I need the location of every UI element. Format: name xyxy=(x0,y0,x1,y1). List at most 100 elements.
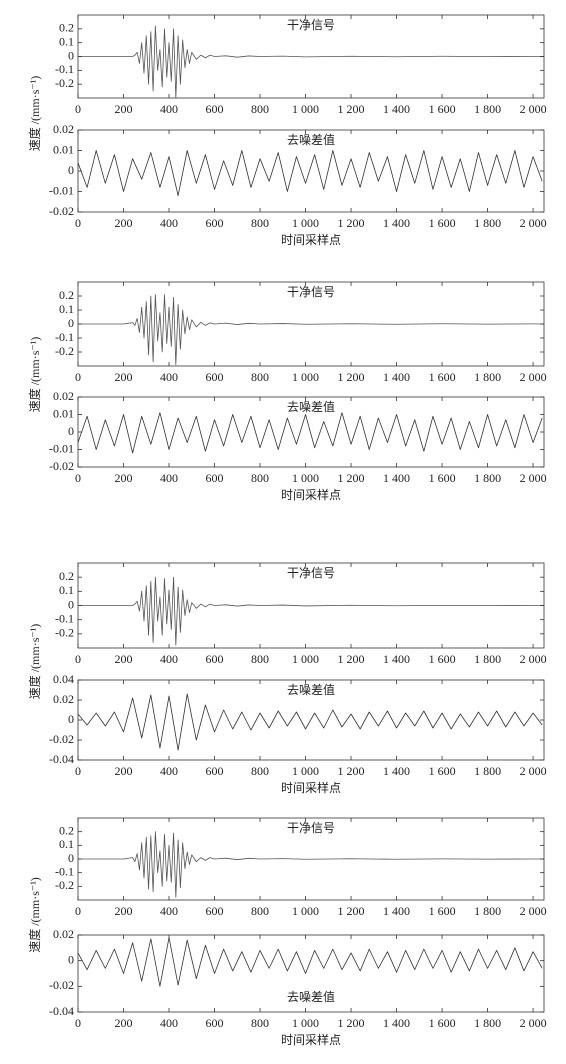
x-tick-label: 1 600 xyxy=(429,652,456,666)
subplot-title: 去噪差值 xyxy=(287,399,335,414)
y-tick-label: 0.1 xyxy=(59,34,74,48)
y-tick-label: -0.02 xyxy=(49,204,74,218)
y-tick-label: 0.01 xyxy=(53,142,74,156)
y-tick-label: 0 xyxy=(68,712,74,726)
y-tick-label: 0 xyxy=(68,163,74,177)
x-tick-label: 1 000 xyxy=(292,764,319,778)
y-axis-label: 速度 /(mm·s⁻¹) xyxy=(27,76,42,152)
y-tick-label: -0.02 xyxy=(49,978,74,992)
y-tick-label: 0.02 xyxy=(53,389,74,403)
x-tick-label: 1 200 xyxy=(338,471,365,485)
y-tick-label: 0 xyxy=(68,952,74,966)
x-tick-label: 1 600 xyxy=(429,216,456,230)
x-tick-label: 2 000 xyxy=(520,1016,547,1030)
x-tick-label: 0 xyxy=(75,904,81,918)
subplot-title: 去噪差值 xyxy=(287,989,335,1004)
subplot-title: 干净信号 xyxy=(287,18,335,32)
y-tick-label: 0.1 xyxy=(59,583,74,597)
x-tick-label: 1 000 xyxy=(292,652,319,666)
x-tick-label: 1 600 xyxy=(429,370,456,384)
subplot-title: 去噪差值 xyxy=(287,682,335,697)
x-tick-label: 600 xyxy=(206,904,224,918)
x-tick-label: 600 xyxy=(206,471,224,485)
x-tick-label: 2 000 xyxy=(520,904,547,918)
x-tick-label: 200 xyxy=(115,471,133,485)
x-tick-label: 0 xyxy=(75,471,81,485)
x-tick-label: 0 xyxy=(75,102,81,116)
y-tick-label: -0.2 xyxy=(55,878,74,892)
x-tick-label: 400 xyxy=(160,370,178,384)
x-tick-label: 800 xyxy=(251,904,269,918)
signal-line xyxy=(77,412,543,454)
y-tick-label: 0.1 xyxy=(59,837,74,851)
y-tick-label: 0 xyxy=(68,424,74,438)
x-tick-label: 1 200 xyxy=(338,102,365,116)
x-tick-label: 1 800 xyxy=(474,1016,501,1030)
y-tick-label: 0.2 xyxy=(59,21,74,35)
y-tick-label: 0.02 xyxy=(53,692,74,706)
signal-line xyxy=(78,294,545,365)
x-tick-label: 0 xyxy=(75,216,81,230)
x-tick-label: 200 xyxy=(115,652,133,666)
signal-line xyxy=(77,150,543,196)
y-tick-label: 0 xyxy=(68,597,74,611)
x-tick-label: 1 800 xyxy=(474,652,501,666)
x-tick-label: 400 xyxy=(160,1016,178,1030)
x-tick-label: 1 000 xyxy=(292,102,319,116)
plot-frame xyxy=(77,934,545,1013)
y-tick-label: -0.02 xyxy=(49,732,74,746)
y-tick-label: 0.2 xyxy=(59,288,74,302)
y-tick-label: 0.04 xyxy=(53,672,74,686)
x-tick-label: 400 xyxy=(160,216,178,230)
signal-line xyxy=(78,831,544,898)
y-axis-label: 速度 /(mm·s⁻¹) xyxy=(27,337,42,413)
x-tick-label: 1 800 xyxy=(474,370,501,384)
x-tick-label: 1 600 xyxy=(429,1016,456,1030)
x-tick-label: 1 400 xyxy=(383,652,410,666)
x-tick-label: 200 xyxy=(115,102,133,116)
x-tick-label: 2 000 xyxy=(520,370,547,384)
x-tick-label: 1 000 xyxy=(292,1016,319,1030)
x-tick-label: 2 000 xyxy=(520,471,547,485)
x-tick-label: 200 xyxy=(115,764,133,778)
x-tick-label: 1 000 xyxy=(292,216,319,230)
x-tick-label: 200 xyxy=(115,904,133,918)
y-tick-label: 0 xyxy=(68,851,74,865)
x-tick-label: 2 000 xyxy=(520,652,547,666)
x-tick-label: 400 xyxy=(160,652,178,666)
x-tick-label: 1 000 xyxy=(292,904,319,918)
y-tick-label: -0.1 xyxy=(55,330,74,344)
y-axis-label: 速度 /(mm·s⁻¹) xyxy=(27,877,42,953)
x-tick-label: 1 400 xyxy=(383,1016,410,1030)
x-tick-label: 800 xyxy=(251,471,269,485)
x-tick-label: 400 xyxy=(160,471,178,485)
x-tick-label: 1 000 xyxy=(292,471,319,485)
x-tick-label: 800 xyxy=(251,370,269,384)
x-tick-label: 2 000 xyxy=(520,216,547,230)
signal-line xyxy=(78,576,544,646)
y-tick-label: -0.2 xyxy=(55,76,74,90)
x-tick-label: 1 400 xyxy=(383,471,410,485)
x-tick-label: 2 000 xyxy=(520,102,547,116)
y-tick-label: 0.02 xyxy=(53,927,74,941)
x-axis-label: 时间采样点 xyxy=(281,780,341,795)
x-tick-label: 400 xyxy=(160,904,178,918)
x-tick-label: 200 xyxy=(115,1016,133,1030)
y-tick-label: -0.04 xyxy=(49,1004,74,1018)
x-tick-label: 0 xyxy=(75,370,81,384)
x-tick-label: 600 xyxy=(206,102,224,116)
y-tick-label: -0.1 xyxy=(55,62,74,76)
x-tick-label: 1 400 xyxy=(383,904,410,918)
x-tick-label: 0 xyxy=(75,1016,81,1030)
x-tick-label: 1 200 xyxy=(338,764,365,778)
x-tick-label: 1 600 xyxy=(429,471,456,485)
y-tick-label: -0.01 xyxy=(49,183,74,197)
x-tick-label: 600 xyxy=(206,1016,224,1030)
x-tick-label: 200 xyxy=(115,216,133,230)
y-tick-label: -0.04 xyxy=(49,752,74,766)
x-tick-label: 1 800 xyxy=(474,216,501,230)
x-tick-label: 1 400 xyxy=(383,102,410,116)
x-tick-label: 400 xyxy=(160,102,178,116)
x-tick-label: 600 xyxy=(206,216,224,230)
subplot-title: 干净信号 xyxy=(287,821,335,835)
